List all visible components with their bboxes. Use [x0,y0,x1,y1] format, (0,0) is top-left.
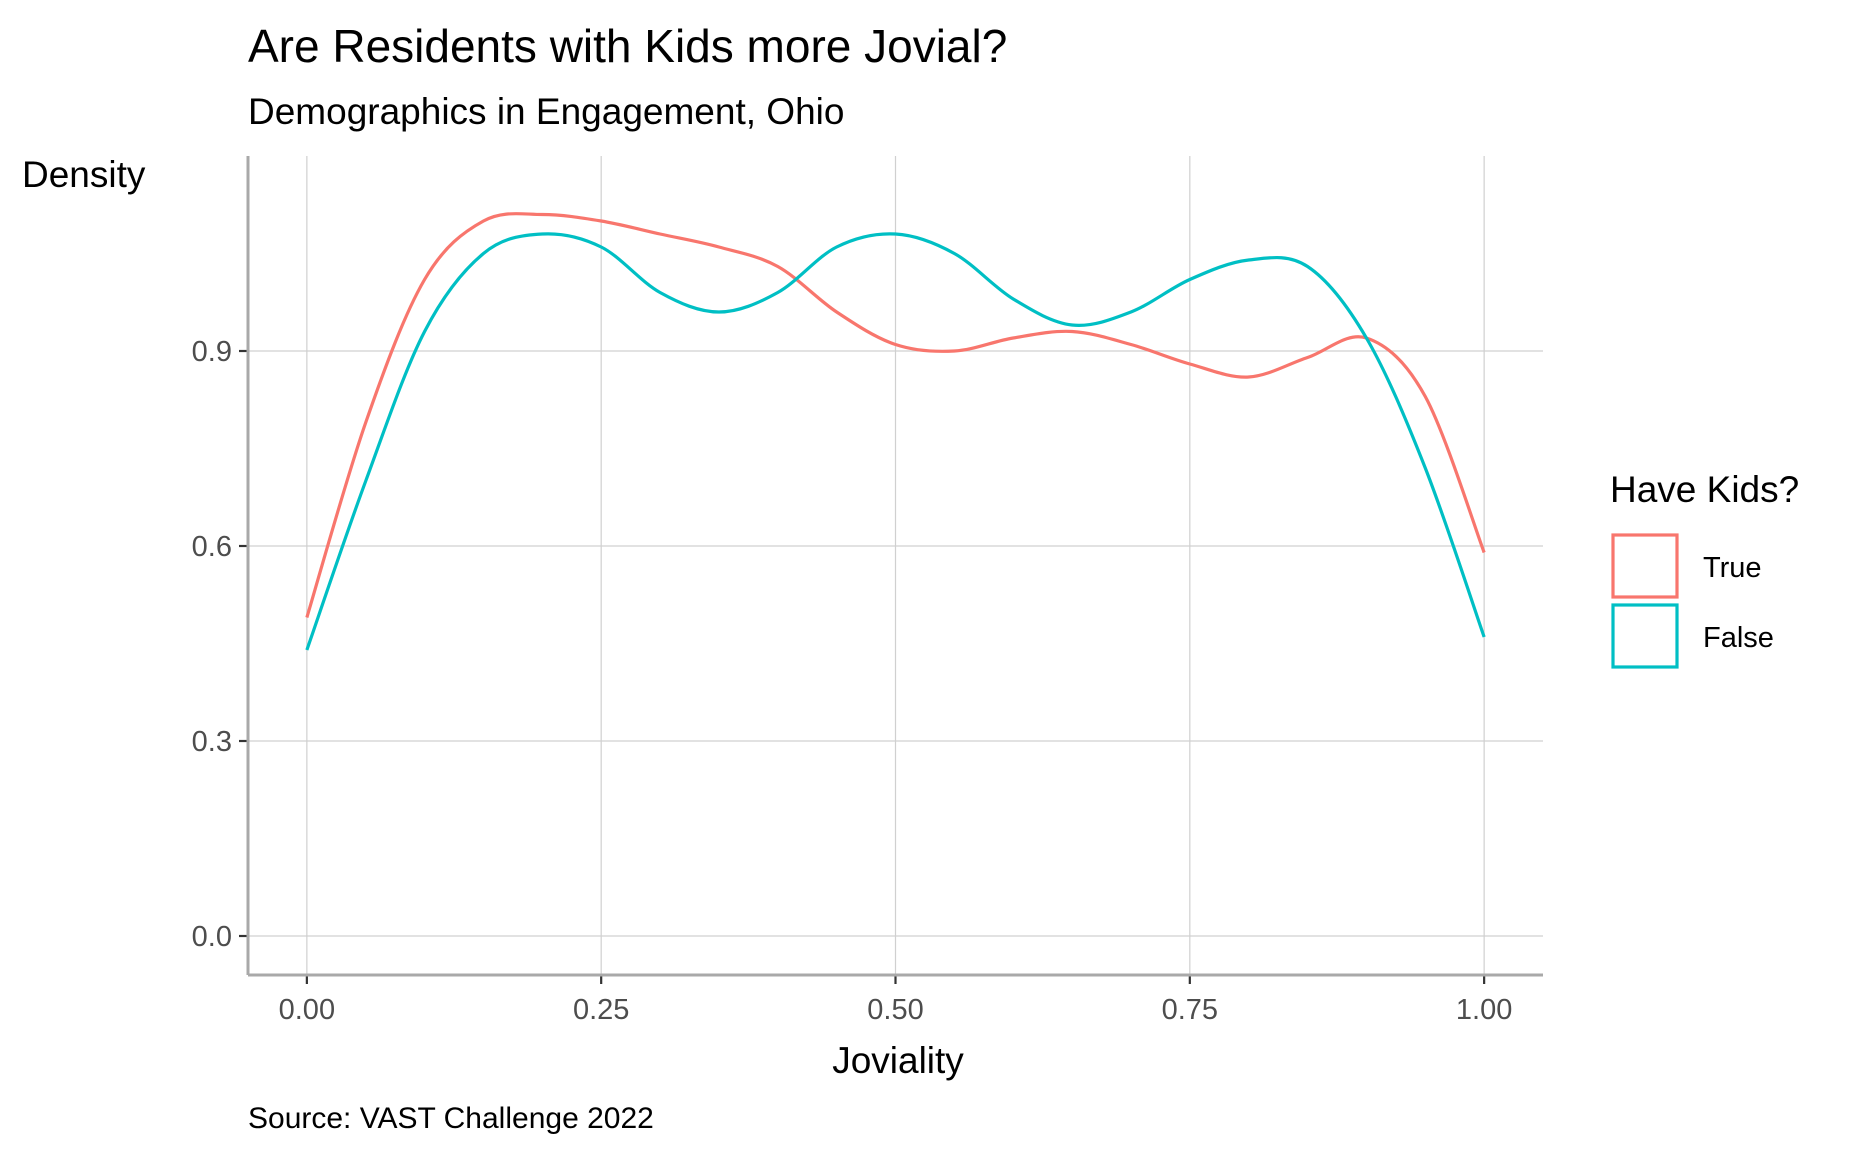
legend-key-true [1611,533,1679,599]
series-line-true [305,212,1486,618]
x-tick-label: 0.25 [573,994,629,1026]
x-tick-label: 1.00 [1456,994,1512,1026]
y-tick-label: 0.3 [192,726,232,758]
x-axis-title: Joviality [832,1040,964,1081]
legend-label-true: True [1703,552,1762,584]
y-tick-label: 0.6 [192,531,232,563]
legend: Have Kids? True False [1610,469,1799,669]
series-line-false [305,232,1486,651]
legend-key-false [1611,603,1679,669]
legend-title: Have Kids? [1610,469,1799,510]
chart-title: Are Residents with Kids more Jovial? [248,20,1007,72]
gridlines [248,156,1543,975]
axes [239,156,1543,984]
chart-subtitle: Demographics in Engagement, Ohio [248,91,844,132]
legend-items: True False [1611,533,1774,669]
x-tick-label: 0.75 [1162,994,1218,1026]
y-axis-title: Density [22,154,146,195]
legend-label-false: False [1703,622,1774,654]
y-tick-label: 0.9 [192,336,232,368]
chart-caption: Source: VAST Challenge 2022 [248,1102,654,1135]
x-tick-label: 0.50 [867,994,923,1026]
x-tick-label: 0.00 [279,994,335,1026]
tick-labels: 0.00 0.25 0.50 0.75 1.00 0.0 0.3 0.6 0.9 [192,336,1513,1026]
y-tick-label: 0.0 [192,921,232,953]
series-lines [305,212,1486,651]
